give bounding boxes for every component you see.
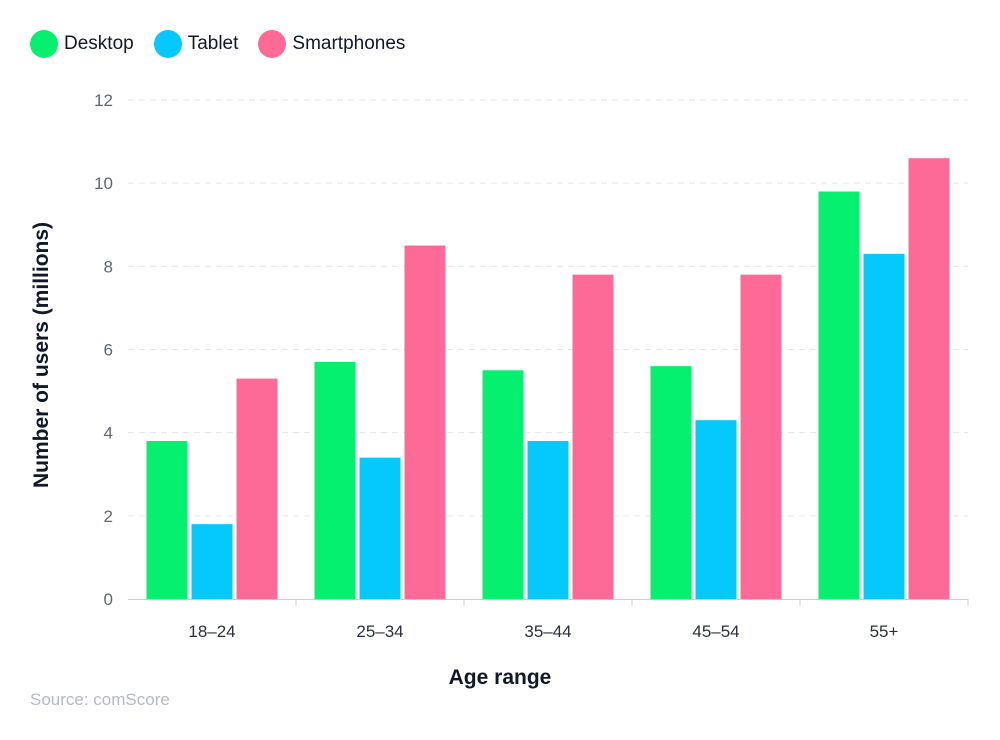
legend-swatch-desktop — [30, 30, 58, 58]
y-tick-label: 4 — [104, 424, 113, 443]
bar-smartphones-2 — [404, 245, 446, 599]
legend-swatch-smartphones — [258, 30, 287, 58]
bar-desktop-5 — [818, 191, 860, 599]
bar-desktop-4 — [650, 366, 692, 599]
bar-tablet-1 — [191, 524, 233, 599]
y-tick-label: 10 — [94, 174, 113, 193]
legend-item-smartphones: Smartphones — [258, 30, 405, 58]
legend-swatch-tablet — [153, 30, 182, 58]
y-axis-title: Number of users (millions) — [30, 222, 53, 488]
y-tick-label: 8 — [104, 257, 113, 276]
legend-item-tablet: Tablet — [153, 30, 239, 58]
source-note: Source: comScore — [30, 690, 170, 709]
x-tick-label: 35–44 — [524, 622, 571, 641]
bar-smartphones-3 — [572, 274, 614, 599]
y-tick-label: 12 — [94, 91, 113, 110]
bar-tablet-4 — [695, 420, 737, 599]
bar-desktop-2 — [314, 361, 356, 599]
x-tick-label: 55+ — [870, 622, 899, 641]
legend-label-smartphones: Smartphones — [292, 33, 406, 54]
bar-tablet-2 — [359, 457, 401, 599]
x-tick-label: 25–34 — [356, 622, 403, 641]
legend-label-desktop: Desktop — [64, 33, 134, 54]
bar-smartphones-5 — [908, 158, 950, 599]
x-tick-label: 18–24 — [188, 622, 235, 641]
x-tick-label: 45–54 — [692, 622, 739, 641]
bar-desktop-1 — [146, 440, 188, 599]
y-tick-label: 0 — [104, 590, 113, 609]
legend-label-tablet: Tablet — [187, 33, 239, 54]
bar-smartphones-4 — [740, 274, 782, 599]
bar-desktop-3 — [482, 370, 524, 599]
y-tick-label: 6 — [104, 341, 113, 360]
bar-smartphones-1 — [236, 378, 278, 599]
bar-tablet-5 — [863, 253, 905, 599]
bar-tablet-3 — [527, 440, 569, 599]
legend-item-desktop: Desktop — [30, 30, 134, 58]
chart-legend: Desktop Tablet Smartphones — [30, 30, 425, 58]
y-tick-label: 2 — [104, 507, 113, 526]
x-axis-title: Age range — [449, 666, 552, 689]
